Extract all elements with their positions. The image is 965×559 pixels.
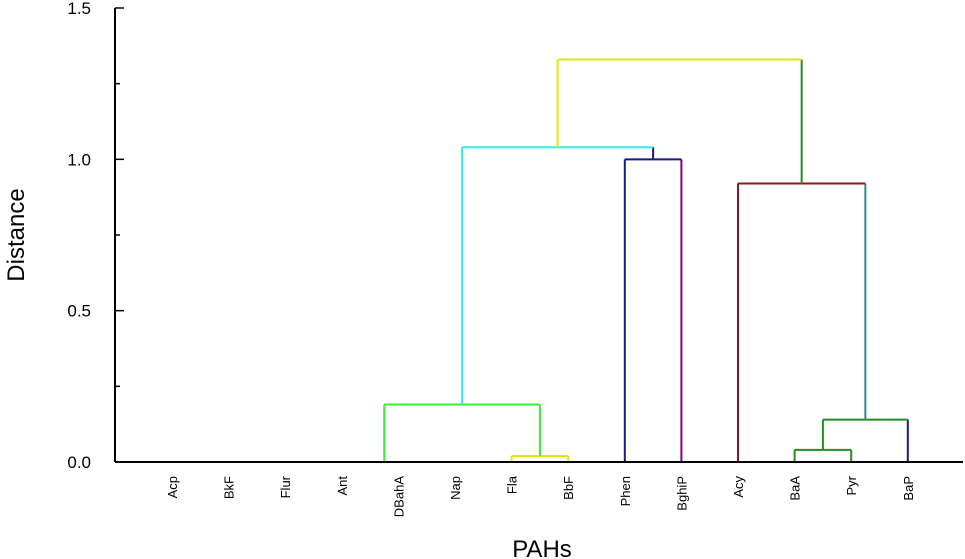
- leaf-label: Phen: [618, 476, 633, 506]
- y-tick-label: 0.0: [67, 453, 91, 472]
- y-tick-label: 1.0: [67, 150, 91, 169]
- leaf-label: BbF: [561, 476, 576, 500]
- y-tick-label: 0.5: [67, 302, 91, 321]
- leaf-label: Acy: [731, 476, 746, 498]
- leaf-labels: Acp BkF Flur Ant DBahA Nap Fla BbF Phen BghiP Acy B…: [165, 475, 916, 517]
- leaf-label: Ant: [335, 476, 350, 496]
- y-tick-label: 1.5: [67, 0, 91, 18]
- leaf-label: BghiP: [674, 476, 689, 511]
- leaf-label: BkF: [222, 476, 237, 499]
- leaf-label: Nap: [448, 476, 463, 500]
- x-axis-title: PAHs: [512, 536, 572, 559]
- leaf-label: Acp: [165, 476, 180, 498]
- axes: [114, 7, 963, 463]
- y-tick-labels: 0.0 0.5 1.0 1.5: [67, 0, 91, 472]
- leaf-label: BaA: [788, 476, 803, 501]
- leaf-label: Fla: [505, 475, 520, 494]
- leaf-label: Flur: [278, 475, 293, 498]
- leaf-label: Pyr: [844, 475, 859, 495]
- leaf-label: DBahA: [391, 476, 406, 518]
- dendrogram-links: [172, 58, 909, 463]
- leaf-label: BaP: [901, 476, 916, 501]
- y-axis-title: Distance: [3, 188, 30, 281]
